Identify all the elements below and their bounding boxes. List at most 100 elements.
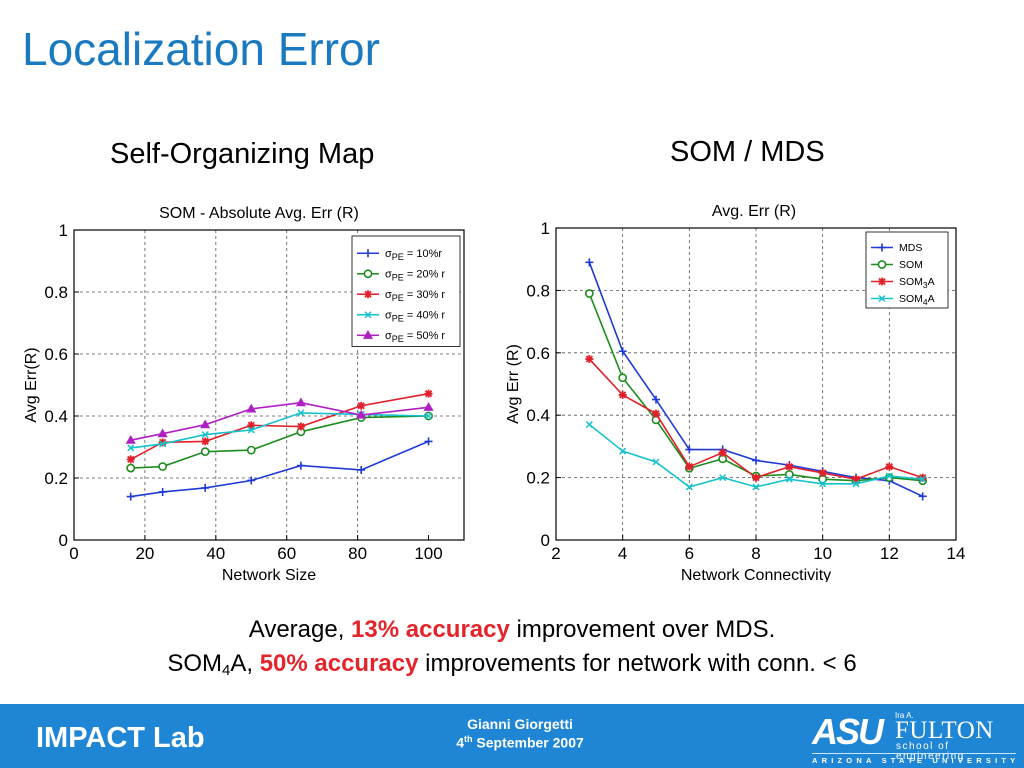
y-tick-label: 0.2 bbox=[526, 469, 550, 488]
chart-avg-err-connectivity: 2 4 6 8 10 12 14 0 0.2 0.4 0.6 0.8 1 Avg. Err (R) Netw… bbox=[505, 203, 965, 582]
asu-logo-mark: ASU bbox=[812, 711, 884, 752]
legend-name-subscript: PE bbox=[392, 313, 404, 323]
legend-name: σ bbox=[385, 248, 392, 260]
chart-title: SOM - Absolute Avg. Err (R) bbox=[159, 205, 359, 222]
data-point bbox=[785, 475, 793, 483]
y-tick-label: 1 bbox=[59, 221, 68, 240]
summary-line-1-post: improvement over MDS. bbox=[509, 616, 776, 643]
data-point bbox=[618, 373, 628, 383]
data-point bbox=[918, 492, 927, 501]
data-point bbox=[125, 434, 136, 444]
x-tick-label: 0 bbox=[69, 544, 78, 563]
y-tick-label: 0.6 bbox=[44, 345, 68, 364]
x-axis-label: Network Size bbox=[222, 567, 316, 582]
legend-label: σPE = 50% r bbox=[385, 330, 445, 344]
data-point bbox=[752, 473, 760, 482]
legend-marker bbox=[364, 249, 372, 258]
legend-label: σPE = 10%r bbox=[385, 248, 442, 262]
legend-marker bbox=[363, 269, 373, 279]
date-rest: September 2007 bbox=[472, 734, 584, 751]
data-point bbox=[295, 397, 306, 407]
data-point bbox=[201, 483, 210, 492]
legend-marker bbox=[362, 330, 374, 339]
data-point bbox=[157, 428, 168, 438]
legend-marker bbox=[364, 290, 372, 299]
data-point bbox=[247, 421, 256, 430]
logo-divider bbox=[812, 753, 1016, 754]
legend-name-subscript: PE bbox=[392, 293, 404, 303]
x-tick-label: 10 bbox=[813, 544, 832, 563]
data-point bbox=[584, 289, 594, 298]
data-point bbox=[158, 487, 167, 496]
legend-label: SOM bbox=[899, 259, 923, 271]
series-2 bbox=[126, 389, 433, 464]
x-tick-label: 4 bbox=[618, 544, 627, 563]
data-point bbox=[126, 492, 135, 501]
logo-ira-text: Ira A. bbox=[895, 711, 914, 720]
x-tick-label: 6 bbox=[685, 544, 694, 563]
data-point bbox=[652, 409, 660, 418]
data-point bbox=[618, 347, 627, 356]
data-point bbox=[126, 455, 135, 464]
data-point bbox=[819, 480, 827, 488]
legend-name-subscript: 4 bbox=[923, 297, 928, 307]
data-point bbox=[357, 401, 366, 410]
legend-label: SOM4A bbox=[899, 293, 935, 307]
summary-line-1-pre: Average, bbox=[248, 616, 352, 643]
presentation-date: 4th September 2007 bbox=[390, 734, 650, 752]
data-point bbox=[652, 395, 660, 404]
x-tick-label: 12 bbox=[880, 544, 899, 563]
legend-marker bbox=[878, 277, 886, 286]
series-4 bbox=[125, 397, 434, 444]
date-suffix: th bbox=[464, 733, 473, 744]
y-tick-label: 0.6 bbox=[526, 344, 550, 363]
legend-name-rest: = 10%r bbox=[404, 248, 443, 260]
data-point bbox=[752, 456, 760, 465]
data-point bbox=[685, 445, 694, 454]
legend-label: σPE = 40% r bbox=[385, 309, 445, 323]
chart-som-absolute-avg-err: 0 20 40 60 80 100 0 0.2 0.4 0.6 0.8 1 SOM - Absolute… bbox=[23, 205, 465, 582]
data-point bbox=[618, 390, 627, 399]
data-point bbox=[246, 403, 257, 413]
legend-name: MDS bbox=[899, 242, 922, 254]
legend-name: SOM bbox=[899, 276, 923, 288]
legend-name: σ bbox=[385, 289, 392, 301]
legend-marker bbox=[877, 260, 887, 269]
data-point bbox=[126, 463, 136, 473]
data-point bbox=[785, 462, 794, 471]
data-point bbox=[200, 419, 211, 429]
data-point bbox=[652, 458, 660, 466]
legend-label: σPE = 30% r bbox=[385, 289, 445, 303]
legend-marker bbox=[878, 294, 886, 303]
data-point bbox=[585, 421, 593, 429]
legend-marker bbox=[878, 243, 886, 252]
data-point bbox=[158, 462, 168, 471]
legend-name-rest: = 20% r bbox=[404, 268, 446, 280]
legend-name-rest: = 50% r bbox=[404, 330, 446, 342]
footer-bar: IMPACT Lab Gianni Giorgetti 4th Septembe… bbox=[0, 704, 1024, 768]
summary-line-2-a: A, bbox=[230, 650, 260, 677]
data-point bbox=[296, 461, 305, 470]
legend-name: σ bbox=[385, 309, 392, 321]
summary-line-1-highlight: 13% accuracy bbox=[351, 616, 510, 643]
data-point bbox=[818, 468, 827, 477]
data-point bbox=[685, 483, 693, 491]
data-point bbox=[918, 473, 927, 482]
y-tick-label: 0.8 bbox=[44, 283, 68, 302]
y-tick-label: 0.4 bbox=[526, 406, 550, 425]
chart-title: Avg. Err (R) bbox=[712, 203, 796, 220]
legend-name-subscript: PE bbox=[392, 252, 404, 262]
data-point bbox=[852, 475, 860, 484]
data-point bbox=[425, 412, 433, 420]
data-point bbox=[247, 426, 255, 434]
data-point bbox=[885, 462, 894, 471]
legend-name-subscript: 3 bbox=[923, 280, 928, 290]
legend-name: σ bbox=[385, 330, 392, 342]
data-point bbox=[159, 440, 167, 448]
lab-name: IMPACT Lab bbox=[36, 722, 205, 754]
x-tick-label: 100 bbox=[414, 544, 442, 563]
data-point bbox=[424, 389, 433, 398]
legend-name-rest: = 40% r bbox=[404, 309, 446, 321]
data-point bbox=[885, 472, 893, 480]
